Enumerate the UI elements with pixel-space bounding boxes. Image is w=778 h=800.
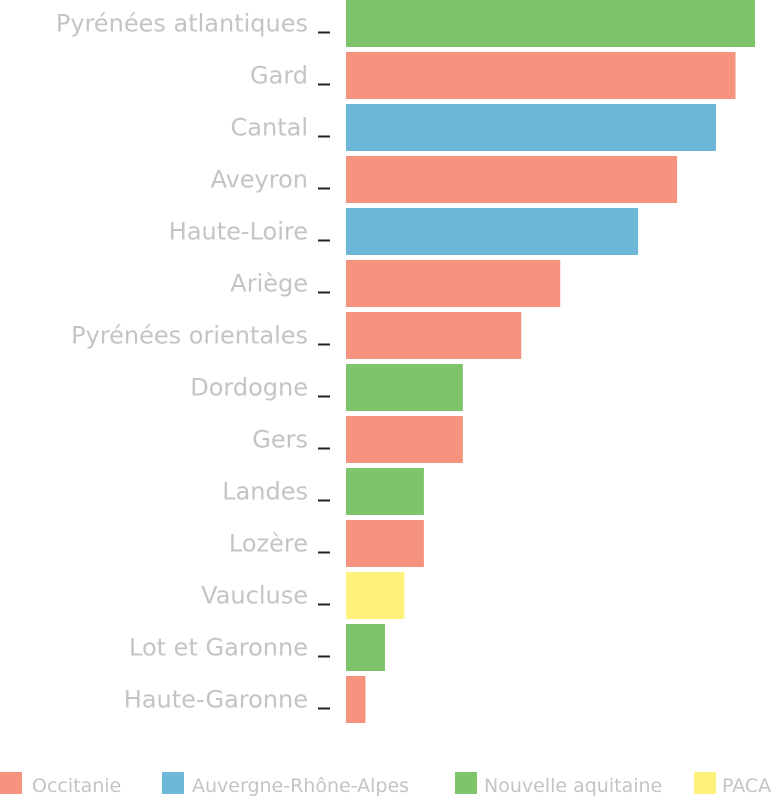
ticks-group	[318, 31, 330, 710]
bar-dordogne	[346, 364, 463, 411]
category-label-cantal: Cantal	[231, 114, 308, 142]
legend-label-paca: PACA	[722, 775, 771, 797]
legend-label-occitanie: Occitanie	[32, 775, 121, 797]
bar-cantal	[346, 104, 717, 151]
category-label-landes: Landes	[222, 478, 308, 506]
category-label-pyrenees-orientales: Pyrénées orientales	[71, 322, 308, 350]
category-labels-group: Pyrénées atlantiques Gard Cantal Aveyron Hau…	[56, 10, 308, 714]
bar-lozere	[346, 520, 424, 567]
bar-aveyron	[346, 156, 678, 203]
category-label-lot-et-garonne: Lot et Garonne	[129, 634, 308, 662]
legend-label-nouvelle-aquitaine: Nouvelle aquitaine	[484, 775, 662, 797]
category-label-vaucluse: Vaucluse	[201, 582, 308, 610]
legend-swatch-nouvelle-aquitaine	[455, 772, 477, 794]
category-label-lozere: Lozère	[229, 530, 308, 558]
legend-swatch-occitanie	[0, 772, 22, 794]
legend-swatch-paca	[694, 772, 716, 794]
bar-pyrenees-orientales	[346, 312, 522, 359]
category-label-ariege: Ariège	[230, 270, 308, 298]
bar-haute-loire	[346, 208, 639, 255]
bar-haute-garonne	[346, 676, 366, 723]
category-label-aveyron: Aveyron	[211, 166, 308, 194]
bar-lot-et-garonne	[346, 624, 385, 671]
bars-group	[346, 0, 755, 723]
bar-landes	[346, 468, 424, 515]
bar-gers	[346, 416, 463, 463]
legend: Occitanie Auvergne-Rhône-Alpes Nouvelle aq…	[0, 772, 771, 797]
legend-swatch-auvergne-rhone-alpes	[162, 772, 184, 794]
category-label-gers: Gers	[252, 426, 308, 454]
category-label-gard: Gard	[250, 62, 308, 90]
category-label-haute-garonne: Haute-Garonne	[124, 686, 308, 714]
category-label-haute-loire: Haute-Loire	[169, 218, 308, 246]
bar-gard	[346, 52, 736, 99]
bar-pyrenees-atlantiques	[346, 0, 755, 47]
bar-ariege	[346, 260, 561, 307]
category-label-pyrenees-atlantiques: Pyrénées atlantiques	[56, 10, 308, 38]
legend-label-auvergne-rhone-alpes: Auvergne-Rhône-Alpes	[192, 775, 409, 797]
bar-vaucluse	[346, 572, 405, 619]
category-label-dordogne: Dordogne	[190, 374, 308, 402]
